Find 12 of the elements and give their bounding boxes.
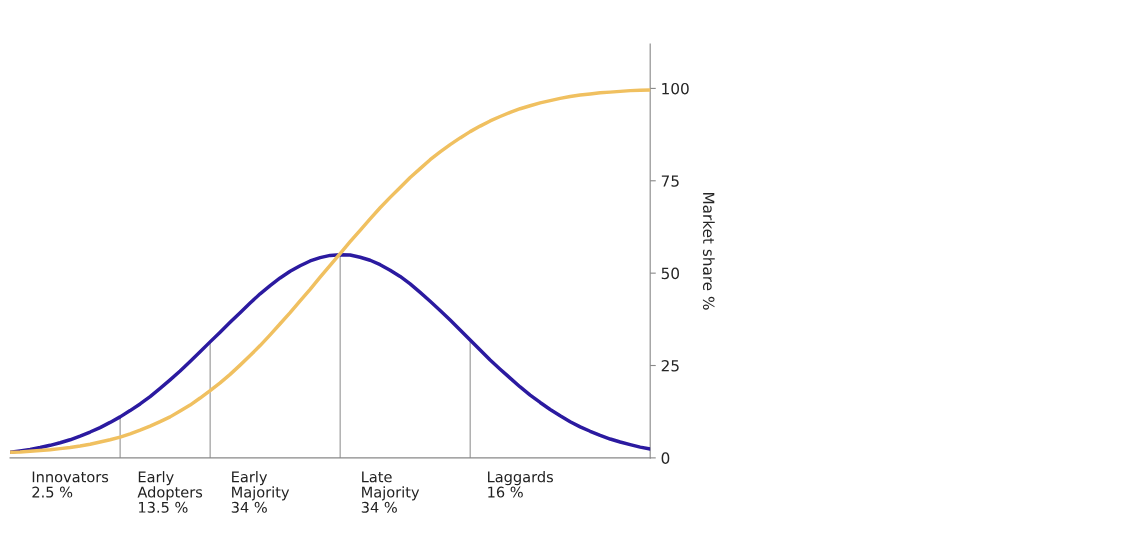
x-tick-label: Early Adopters 13.5 % [137, 471, 203, 513]
y-tick-label: 75 [661, 175, 679, 187]
y-tick-label: 100 [662, 82, 689, 95]
line-series [10, 88, 651, 455]
y-axis-title: Market share % [702, 192, 715, 310]
x-tick-label: Early Majority 34 % [231, 471, 290, 513]
x-tick-label: Innovators 2.5 % [32, 471, 109, 498]
y-tick-label: 25 [661, 359, 679, 372]
x-tick-label: Laggards 16 % [488, 471, 553, 498]
x-tick-label: Late Majority 34 % [361, 471, 420, 513]
y-tick-label: 0 [661, 452, 670, 464]
y-tick-label: 50 [661, 267, 680, 280]
